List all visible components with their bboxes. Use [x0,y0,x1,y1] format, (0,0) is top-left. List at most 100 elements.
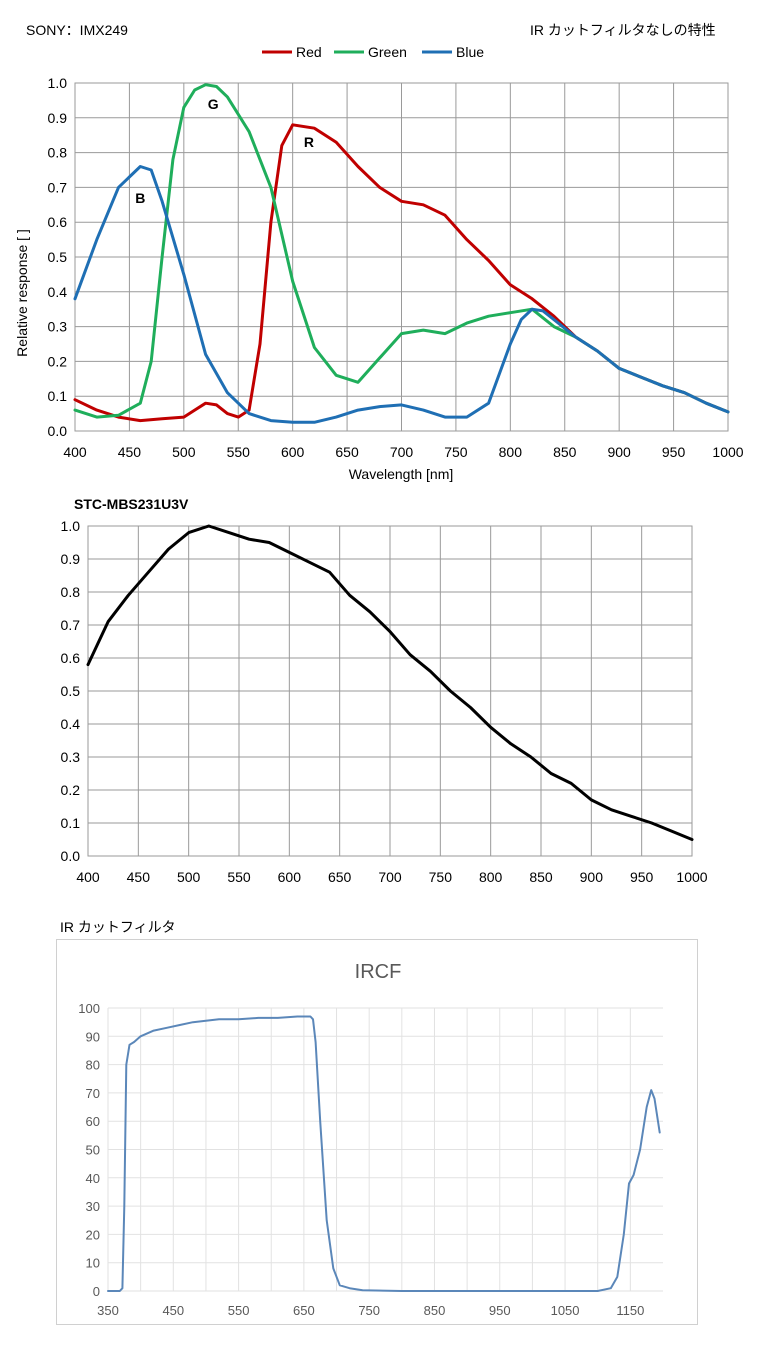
x-tick-label: 500 [172,444,196,460]
y-tick-label: 0.0 [48,423,68,439]
x-axis-label: Wavelength [nm] [349,466,454,482]
x-tick-label: 450 [162,1303,184,1318]
y-tick-label: 0.3 [48,319,68,335]
series-lines [86,524,694,841]
chart2-title: STC-MBS231U3V [74,496,189,512]
y-tick-label: 0.9 [48,110,68,126]
x-tick-label: 500 [177,869,201,885]
y-tick-label: 0.7 [48,179,68,195]
y-tick-label: 100 [78,1001,100,1016]
y-tick-label: 80 [86,1058,100,1073]
x-tick-label: 800 [499,444,523,460]
series-line-blue [73,165,730,424]
chart-grid [87,525,693,857]
y-tick-label: 10 [86,1256,100,1271]
y-tick-label: 0.5 [48,249,68,265]
y-tick-label: 0 [93,1284,100,1299]
ircf-title: IRCF [355,961,402,983]
y-tick-label: 70 [86,1086,100,1101]
legend-label: Blue [456,44,484,60]
x-tick-label: 950 [630,869,654,885]
x-tick-label: 650 [328,869,352,885]
x-tick-label: 650 [293,1303,315,1318]
y-tick-label: 90 [86,1029,100,1044]
plot-frame [74,82,729,432]
y-tick-label: 60 [86,1114,100,1129]
y-tick-label: 0.7 [61,617,81,633]
y-tick-label: 0.1 [48,388,68,404]
chart-grid [74,82,729,432]
y-tick-label: 0.8 [48,145,68,161]
y-tick-label: 0.2 [61,782,81,798]
x-tick-label: 650 [335,444,359,460]
y-tick-label: 0.6 [48,214,68,230]
y-tick-label: 0.3 [61,749,81,765]
y-tick-label: 0.9 [61,551,81,567]
y-tick-labels: 0.0 0.1 0.2 0.3 0.4 0.5 0.6 0.7 0.8 0.9 1.0 [48,75,68,439]
x-tick-label: 950 [662,444,686,460]
no-ircf-label: IR カットフィルタなしの特性 [530,22,716,38]
x-tick-label: 1050 [551,1303,580,1318]
series-annotation-r: R [304,134,314,150]
y-tick-label: 0.6 [61,650,81,666]
series-annotations: G R B [135,96,314,206]
x-tick-label: 850 [529,869,553,885]
y-tick-label: 1.0 [48,75,68,91]
y-tick-labels: 0.0 0.1 0.2 0.3 0.4 0.5 0.6 0.7 0.8 0.9 1.0 [61,518,81,864]
legend-label: Green [368,44,407,60]
x-tick-label: 550 [227,444,251,460]
x-tick-label: 1000 [712,444,743,460]
y-tick-label: 0.5 [61,683,81,699]
x-tick-label: 450 [127,869,151,885]
series-lines [107,1015,661,1292]
x-tick-label: 1000 [676,869,707,885]
y-tick-label: 0.4 [61,716,81,732]
mono-response-chart: 0.0 0.1 0.2 0.3 0.4 0.5 0.6 0.7 0.8 0.9 1.0 400 450… [61,518,708,885]
y-tick-label: 40 [86,1171,100,1186]
y-tick-labels: 0 10 20 30 40 50 60 70 80 90 100 [78,1001,100,1299]
y-tick-label: 0.4 [48,284,68,300]
x-tick-label: 700 [390,444,414,460]
x-tick-labels: 400 450 500 550 600 650 700 750 800 850 900 950 1000 [76,869,707,885]
ircf-chart: IRCF 0 10 20 30 40 50 60 70 80 90 100 350 450 550 650… [78,961,663,1318]
series-annotation-g: G [208,96,219,112]
legend-item-blue: Blue [422,44,484,60]
x-tick-label: 900 [580,869,604,885]
series-annotation-b: B [135,190,145,206]
x-tick-label: 550 [228,1303,250,1318]
y-tick-label: 20 [86,1227,100,1242]
y-tick-label: 0.0 [61,848,81,864]
x-tick-label: 850 [424,1303,446,1318]
x-tick-label: 350 [97,1303,119,1318]
y-tick-label: 50 [86,1143,100,1158]
x-tick-labels: 400 450 500 550 600 650 700 750 800 850 900 950 1000 [63,444,743,460]
plot-frame [87,525,693,857]
y-tick-label: 30 [86,1199,100,1214]
x-tick-label: 450 [118,444,142,460]
series-lines [73,83,730,424]
ircf-caption: IR カットフィルタ [60,919,176,935]
series-line-response [86,524,694,841]
y-axis-label: Relative response [ ] [14,229,30,357]
x-tick-label: 400 [63,444,87,460]
x-tick-label: 400 [76,869,100,885]
x-tick-label: 900 [607,444,631,460]
y-tick-label: 0.1 [61,815,81,831]
chart-legend: Red Green Blue [262,44,484,60]
y-tick-label: 0.2 [48,353,68,369]
x-tick-label: 800 [479,869,503,885]
legend-label: Red [296,44,322,60]
x-tick-label: 750 [444,444,468,460]
x-tick-label: 1150 [616,1303,644,1318]
x-tick-label: 850 [553,444,577,460]
ircf-chart-frame: IRCF 0 10 20 30 40 50 60 70 80 90 100 350 450 550 650… [56,939,698,1325]
x-tick-label: 600 [281,444,305,460]
x-tick-label: 950 [489,1303,511,1318]
x-tick-label: 600 [278,869,302,885]
legend-item-red: Red [262,44,322,60]
x-tick-label: 700 [378,869,402,885]
x-tick-label: 750 [429,869,453,885]
y-tick-label: 1.0 [61,518,81,534]
chart-grid [107,1007,663,1292]
x-tick-labels: 350 450 550 650 750 850 950 1050 1150 [97,1303,644,1318]
